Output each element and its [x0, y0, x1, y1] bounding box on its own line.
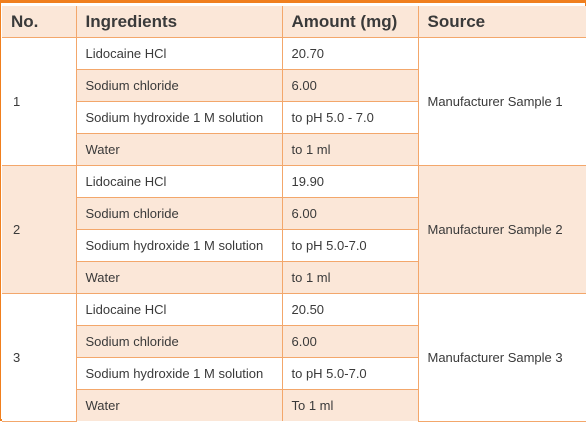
amount-cell: to 1 ml — [281, 261, 419, 294]
table-row: Water To 1 ml — [2, 389, 586, 421]
amount-cell: To 1 ml — [281, 389, 419, 421]
ingredient-cell: Lidocaine HCl — [75, 165, 283, 198]
header-no: No. — [2, 6, 77, 38]
amount-cell: 19.90 — [281, 165, 419, 198]
ingredient-cell: Sodium chloride — [75, 197, 283, 230]
table-row: Sodium hydroxide 1 M solution to pH 5.0-… — [2, 357, 586, 390]
table-row: Water to 1 ml — [2, 261, 586, 294]
table-row: Sodium chloride 6.00 — [2, 69, 586, 102]
sample-number-cell: 3 — [2, 293, 77, 422]
table-row: 1 Lidocaine HCl 20.70 Manufacturer Sampl… — [2, 37, 586, 166]
source-cell: Manufacturer Sample 1 — [417, 37, 586, 166]
header-ingredients: Ingredients — [75, 6, 283, 38]
table-row: 3 Lidocaine HCl 20.50 Manufacturer Sampl… — [2, 293, 586, 422]
amount-cell: to 1 ml — [281, 133, 419, 166]
amount-cell: to pH 5.0-7.0 — [281, 357, 419, 390]
table-row: Sodium chloride 6.00 — [2, 197, 586, 230]
sample-number-cell: 1 — [2, 37, 77, 166]
table-row: Water to 1 ml — [2, 133, 586, 166]
ingredient-cell: Water — [75, 133, 283, 166]
ingredient-cell: Sodium chloride — [75, 69, 283, 102]
ingredient-cell: Sodium hydroxide 1 M solution — [75, 101, 283, 134]
amount-cell: to pH 5.0 - 7.0 — [281, 101, 419, 134]
ingredient-cell: Sodium hydroxide 1 M solution — [75, 229, 283, 262]
table-row: 2 Lidocaine HCl 19.90 Manufacturer Sampl… — [2, 165, 586, 294]
ingredient-cell: Lidocaine HCl — [75, 293, 283, 326]
ingredient-cell: Sodium chloride — [75, 325, 283, 358]
table-row: Sodium chloride 6.00 — [2, 325, 586, 358]
header-amount: Amount (mg) — [281, 6, 419, 38]
ingredient-cell: Sodium hydroxide 1 M solution — [75, 357, 283, 390]
header-source: Source — [417, 6, 586, 38]
sample-number-cell: 2 — [2, 165, 77, 294]
amount-cell: to pH 5.0-7.0 — [281, 229, 419, 262]
amount-cell: 6.00 — [281, 325, 419, 358]
amount-cell: 20.50 — [281, 293, 419, 326]
amount-cell: 6.00 — [281, 197, 419, 230]
source-cell: Manufacturer Sample 2 — [417, 165, 586, 294]
ingredient-cell: Water — [75, 389, 283, 421]
source-cell: Manufacturer Sample 3 — [417, 293, 586, 422]
table-row: Sodium hydroxide 1 M solution to pH 5.0-… — [2, 229, 586, 262]
ingredients-table: No. Ingredients Amount (mg) Source 1 Lid… — [2, 6, 586, 422]
amount-cell: 6.00 — [281, 69, 419, 102]
ingredient-cell: Lidocaine HCl — [75, 37, 283, 70]
ingredient-cell: Water — [75, 261, 283, 294]
amount-cell: 20.70 — [281, 37, 419, 70]
header-row: No. Ingredients Amount (mg) Source — [2, 6, 586, 38]
